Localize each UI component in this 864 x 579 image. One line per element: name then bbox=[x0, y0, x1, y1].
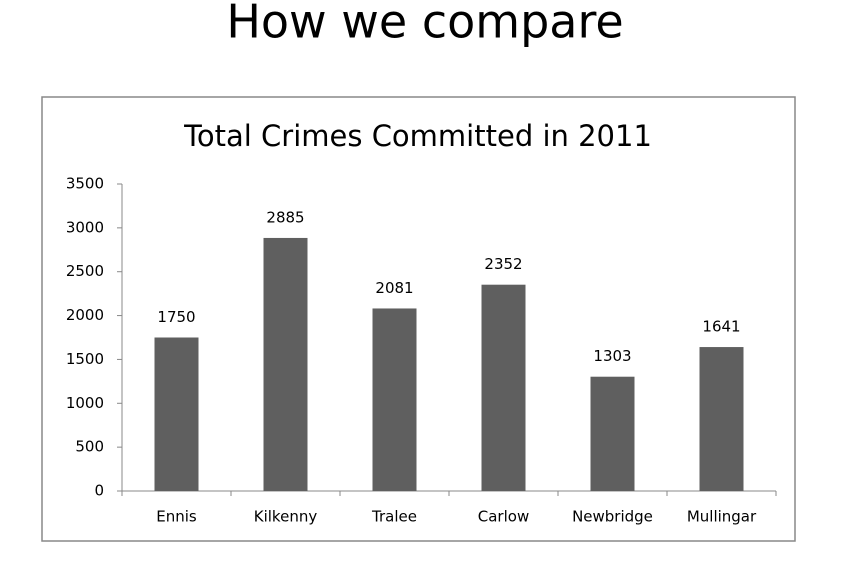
x-tick-label: Newbridge bbox=[572, 508, 653, 526]
chart-title: Total Crimes Committed in 2011 bbox=[183, 119, 652, 153]
x-tick-label: Mullingar bbox=[687, 508, 757, 526]
bar bbox=[154, 337, 199, 491]
data-label: 2352 bbox=[484, 255, 522, 273]
y-tick-label: 0 bbox=[94, 482, 104, 500]
bar bbox=[699, 347, 744, 491]
data-label: 1641 bbox=[702, 318, 740, 336]
x-tick-label: Ennis bbox=[156, 508, 197, 526]
y-tick-label: 2500 bbox=[66, 262, 104, 280]
data-label: 2885 bbox=[266, 208, 304, 226]
data-label: 1303 bbox=[593, 347, 631, 365]
y-tick-label: 3500 bbox=[66, 175, 104, 193]
x-tick-label: Tralee bbox=[371, 508, 417, 526]
slide-title: How we compare bbox=[226, 0, 623, 49]
y-tick-label: 2000 bbox=[66, 306, 104, 324]
data-label: 1750 bbox=[157, 308, 195, 326]
bar bbox=[590, 376, 635, 491]
bar bbox=[481, 284, 526, 491]
x-tick-label: Carlow bbox=[478, 508, 529, 526]
bar bbox=[372, 308, 417, 491]
x-tick-label: Kilkenny bbox=[254, 508, 318, 526]
y-tick-label: 3000 bbox=[66, 218, 104, 236]
bar bbox=[263, 237, 308, 491]
y-tick-label: 1500 bbox=[66, 350, 104, 368]
y-tick-label: 1000 bbox=[66, 394, 104, 412]
y-tick-label: 500 bbox=[75, 438, 104, 456]
data-label: 2081 bbox=[375, 279, 413, 297]
